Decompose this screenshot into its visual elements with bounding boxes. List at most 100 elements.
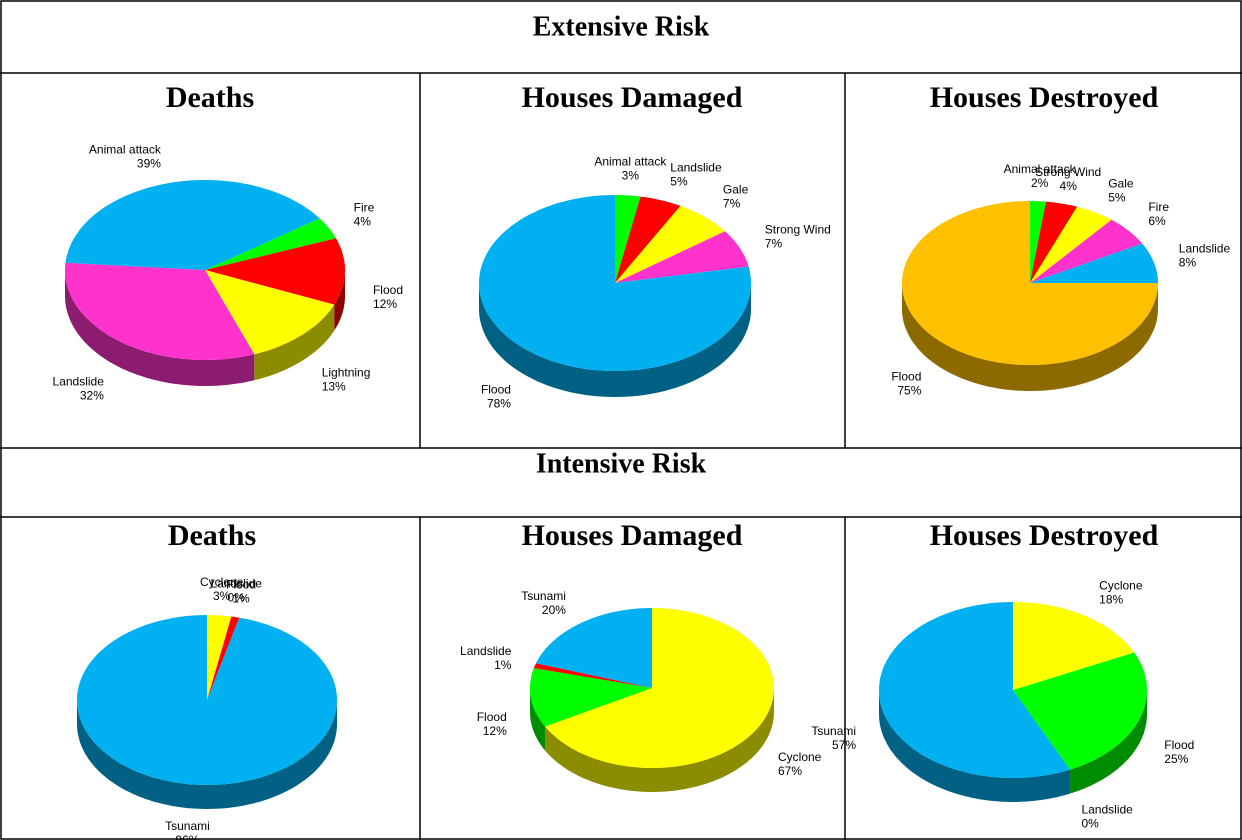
section-title: Extensive Risk — [533, 11, 710, 42]
slice-category: Strong Wind — [765, 223, 831, 237]
slice-value: 12% — [483, 724, 507, 738]
pie-slice — [530, 668, 652, 727]
pie-side — [545, 688, 774, 792]
pie-side — [902, 283, 1158, 391]
slice-category: Flood — [477, 710, 507, 724]
slice-value: 7% — [765, 237, 783, 251]
slice-value: 20% — [542, 603, 566, 617]
chart-title: Houses Destroyed — [930, 519, 1159, 552]
slice-category: Flood — [373, 283, 403, 297]
slice-value: 1% — [232, 591, 250, 605]
slice-value: 5% — [1108, 190, 1126, 204]
slice-category: Tsunami — [811, 724, 856, 738]
slice-category: Flood — [226, 577, 256, 591]
slice-category: Landslide — [211, 577, 263, 591]
pie-slice — [536, 608, 652, 688]
pie-slice — [479, 195, 751, 371]
pie-slice — [879, 602, 1071, 778]
pie-side — [530, 688, 546, 751]
slice-category: Cyclone — [778, 750, 822, 764]
chart-title: Deaths — [166, 81, 254, 114]
pie-slice — [1013, 602, 1135, 690]
pie-slice — [533, 663, 652, 688]
pie-side — [254, 304, 335, 381]
pie-side — [77, 700, 337, 809]
slice-category: Flood — [891, 370, 921, 384]
slice-category: Cyclone — [1099, 579, 1143, 593]
chart-title: Houses Destroyed — [930, 81, 1159, 114]
slice-value: 8% — [1179, 256, 1197, 270]
slice-category: Animal attack — [1004, 162, 1077, 176]
pie-slice — [902, 201, 1158, 365]
slice-category: Landslide — [670, 161, 722, 175]
pie-slice — [615, 231, 749, 283]
pie-slice — [1030, 201, 1078, 283]
chart-title: Deaths — [168, 519, 256, 552]
slice-category: Flood — [481, 382, 511, 396]
slice-value: 3% — [213, 589, 231, 603]
pie-slice — [205, 238, 345, 305]
pie-slice — [545, 608, 774, 768]
pie-slice — [615, 205, 725, 283]
slice-value: 18% — [1099, 593, 1123, 607]
slice-category: Landslide — [53, 375, 105, 389]
pie-slice — [615, 195, 641, 283]
slice-category: Cyclone — [200, 575, 244, 589]
slice-category: Tsunami — [165, 819, 210, 833]
pie-side — [879, 690, 1071, 802]
pie-slice — [1030, 206, 1112, 283]
slice-value: 0% — [1081, 817, 1099, 831]
slice-category: Gale — [723, 182, 749, 196]
slice-category: Strong Wind — [1035, 165, 1101, 179]
slice-value: 3% — [622, 168, 640, 182]
pie-slice — [65, 180, 320, 270]
pie-side — [479, 283, 751, 397]
section-title: Intensive Risk — [536, 448, 707, 479]
slice-category: Tsunami — [521, 589, 566, 603]
slice-value: 6% — [1148, 214, 1166, 228]
pie-slice — [205, 218, 336, 270]
pie-side — [1070, 690, 1147, 794]
pie-slice — [77, 615, 337, 785]
slice-value: 57% — [832, 738, 856, 752]
pie-slice — [205, 270, 335, 355]
pie-slice — [615, 196, 681, 283]
slice-value: 1% — [494, 658, 512, 672]
slice-category: Landslide — [1179, 242, 1231, 256]
slice-value: 96% — [175, 833, 199, 840]
slice-category: Flood — [1164, 738, 1194, 752]
slice-category: Fire — [354, 201, 375, 215]
slice-value: 67% — [778, 764, 802, 778]
slice-value: 4% — [354, 215, 372, 229]
chart-title: Houses Damaged — [522, 519, 743, 552]
pie-slice — [1030, 219, 1143, 283]
slice-category: Animal attack — [594, 154, 667, 168]
slice-value: 7% — [723, 196, 741, 210]
pie-slice — [1030, 201, 1046, 283]
pie-slice — [207, 615, 232, 700]
slice-category: Fire — [1148, 200, 1169, 214]
pie-side — [65, 270, 255, 386]
pie-slice — [1013, 652, 1147, 770]
slice-value: 5% — [670, 175, 688, 189]
pie-side — [334, 270, 345, 331]
chart-title: Houses Damaged — [522, 81, 743, 114]
slice-value: 0% — [228, 591, 246, 605]
pie-slice — [1030, 243, 1158, 283]
slice-value: 13% — [322, 379, 346, 393]
slice-value: 32% — [80, 389, 104, 403]
slice-value: 4% — [1060, 179, 1078, 193]
slice-category: Lightning — [322, 365, 371, 379]
slice-category: Animal attack — [89, 142, 162, 156]
slice-category: Landslide — [460, 644, 512, 658]
slice-category: Gale — [1108, 176, 1134, 190]
slice-value: 2% — [1031, 176, 1049, 190]
pie-slice — [207, 616, 240, 700]
slice-category: Landslide — [1081, 803, 1133, 817]
slice-value: 75% — [897, 384, 921, 398]
slice-value: 25% — [1164, 752, 1188, 766]
slice-value: 39% — [137, 156, 161, 170]
slice-value: 78% — [487, 396, 511, 410]
